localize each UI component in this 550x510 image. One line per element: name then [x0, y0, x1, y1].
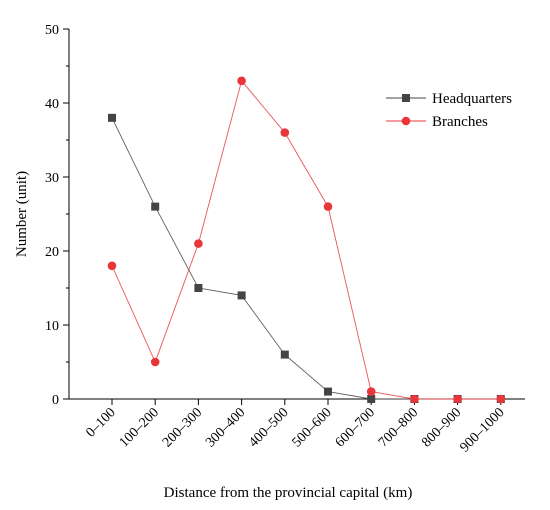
data-point-branches [410, 394, 419, 404]
y-tick-label: 10 [45, 319, 59, 334]
data-point-headquarters [151, 202, 160, 211]
x-tick-label: 300–400 [203, 405, 248, 450]
data-point-branches [323, 202, 333, 211]
data-point-headquarters [194, 284, 203, 292]
legend-marker-circle [401, 116, 411, 126]
data-point-headquarters [108, 113, 116, 122]
data-point-headquarters [367, 395, 376, 403]
data-point-branches [280, 128, 290, 137]
x-ticks: 0–100100–200200–300300–400400–500500–600… [83, 399, 508, 455]
series-layer [107, 76, 506, 404]
axes [68, 29, 525, 400]
legend: Headquarters Branches [386, 91, 512, 130]
legend-marker-square [402, 94, 410, 102]
y-tick-label: 0 [52, 393, 59, 408]
x-tick-label: 900–1000 [457, 405, 507, 455]
data-point-headquarters [324, 387, 332, 396]
x-axis-title: Distance from the provincial capital (km… [164, 485, 413, 501]
x-tick-label: 0–100 [83, 405, 118, 440]
x-tick-label: 600–700 [333, 405, 378, 450]
data-point-headquarters [237, 291, 246, 300]
x-tick-label: 200–300 [160, 405, 205, 450]
x-tick-label: 400–500 [246, 405, 291, 450]
data-point-branches [453, 394, 462, 404]
legend-label: Branches [432, 114, 488, 130]
data-point-branches [496, 394, 506, 404]
data-point-headquarters [280, 350, 289, 359]
legend-label: Headquarters [432, 91, 512, 107]
y-ticks: 0 10 20 30 40 50 [45, 23, 69, 408]
y-tick-label: 30 [45, 171, 59, 186]
series-line-headquarters [111, 117, 501, 400]
data-point-branches [194, 239, 203, 248]
data-point-branches [150, 357, 160, 367]
x-tick-label: 500–600 [290, 405, 335, 450]
x-tick-label: 100–200 [117, 405, 162, 450]
y-axis-title: Number (unit) [14, 171, 30, 257]
y-tick-label: 40 [45, 97, 59, 112]
data-point-branches [107, 261, 117, 271]
y-tick-label: 50 [45, 23, 59, 38]
data-point-branches [237, 76, 246, 86]
series-line-branches [111, 79, 501, 400]
y-tick-label: 20 [45, 245, 59, 260]
x-tick-label: 700–800 [376, 405, 421, 450]
data-point-branches [366, 387, 376, 396]
